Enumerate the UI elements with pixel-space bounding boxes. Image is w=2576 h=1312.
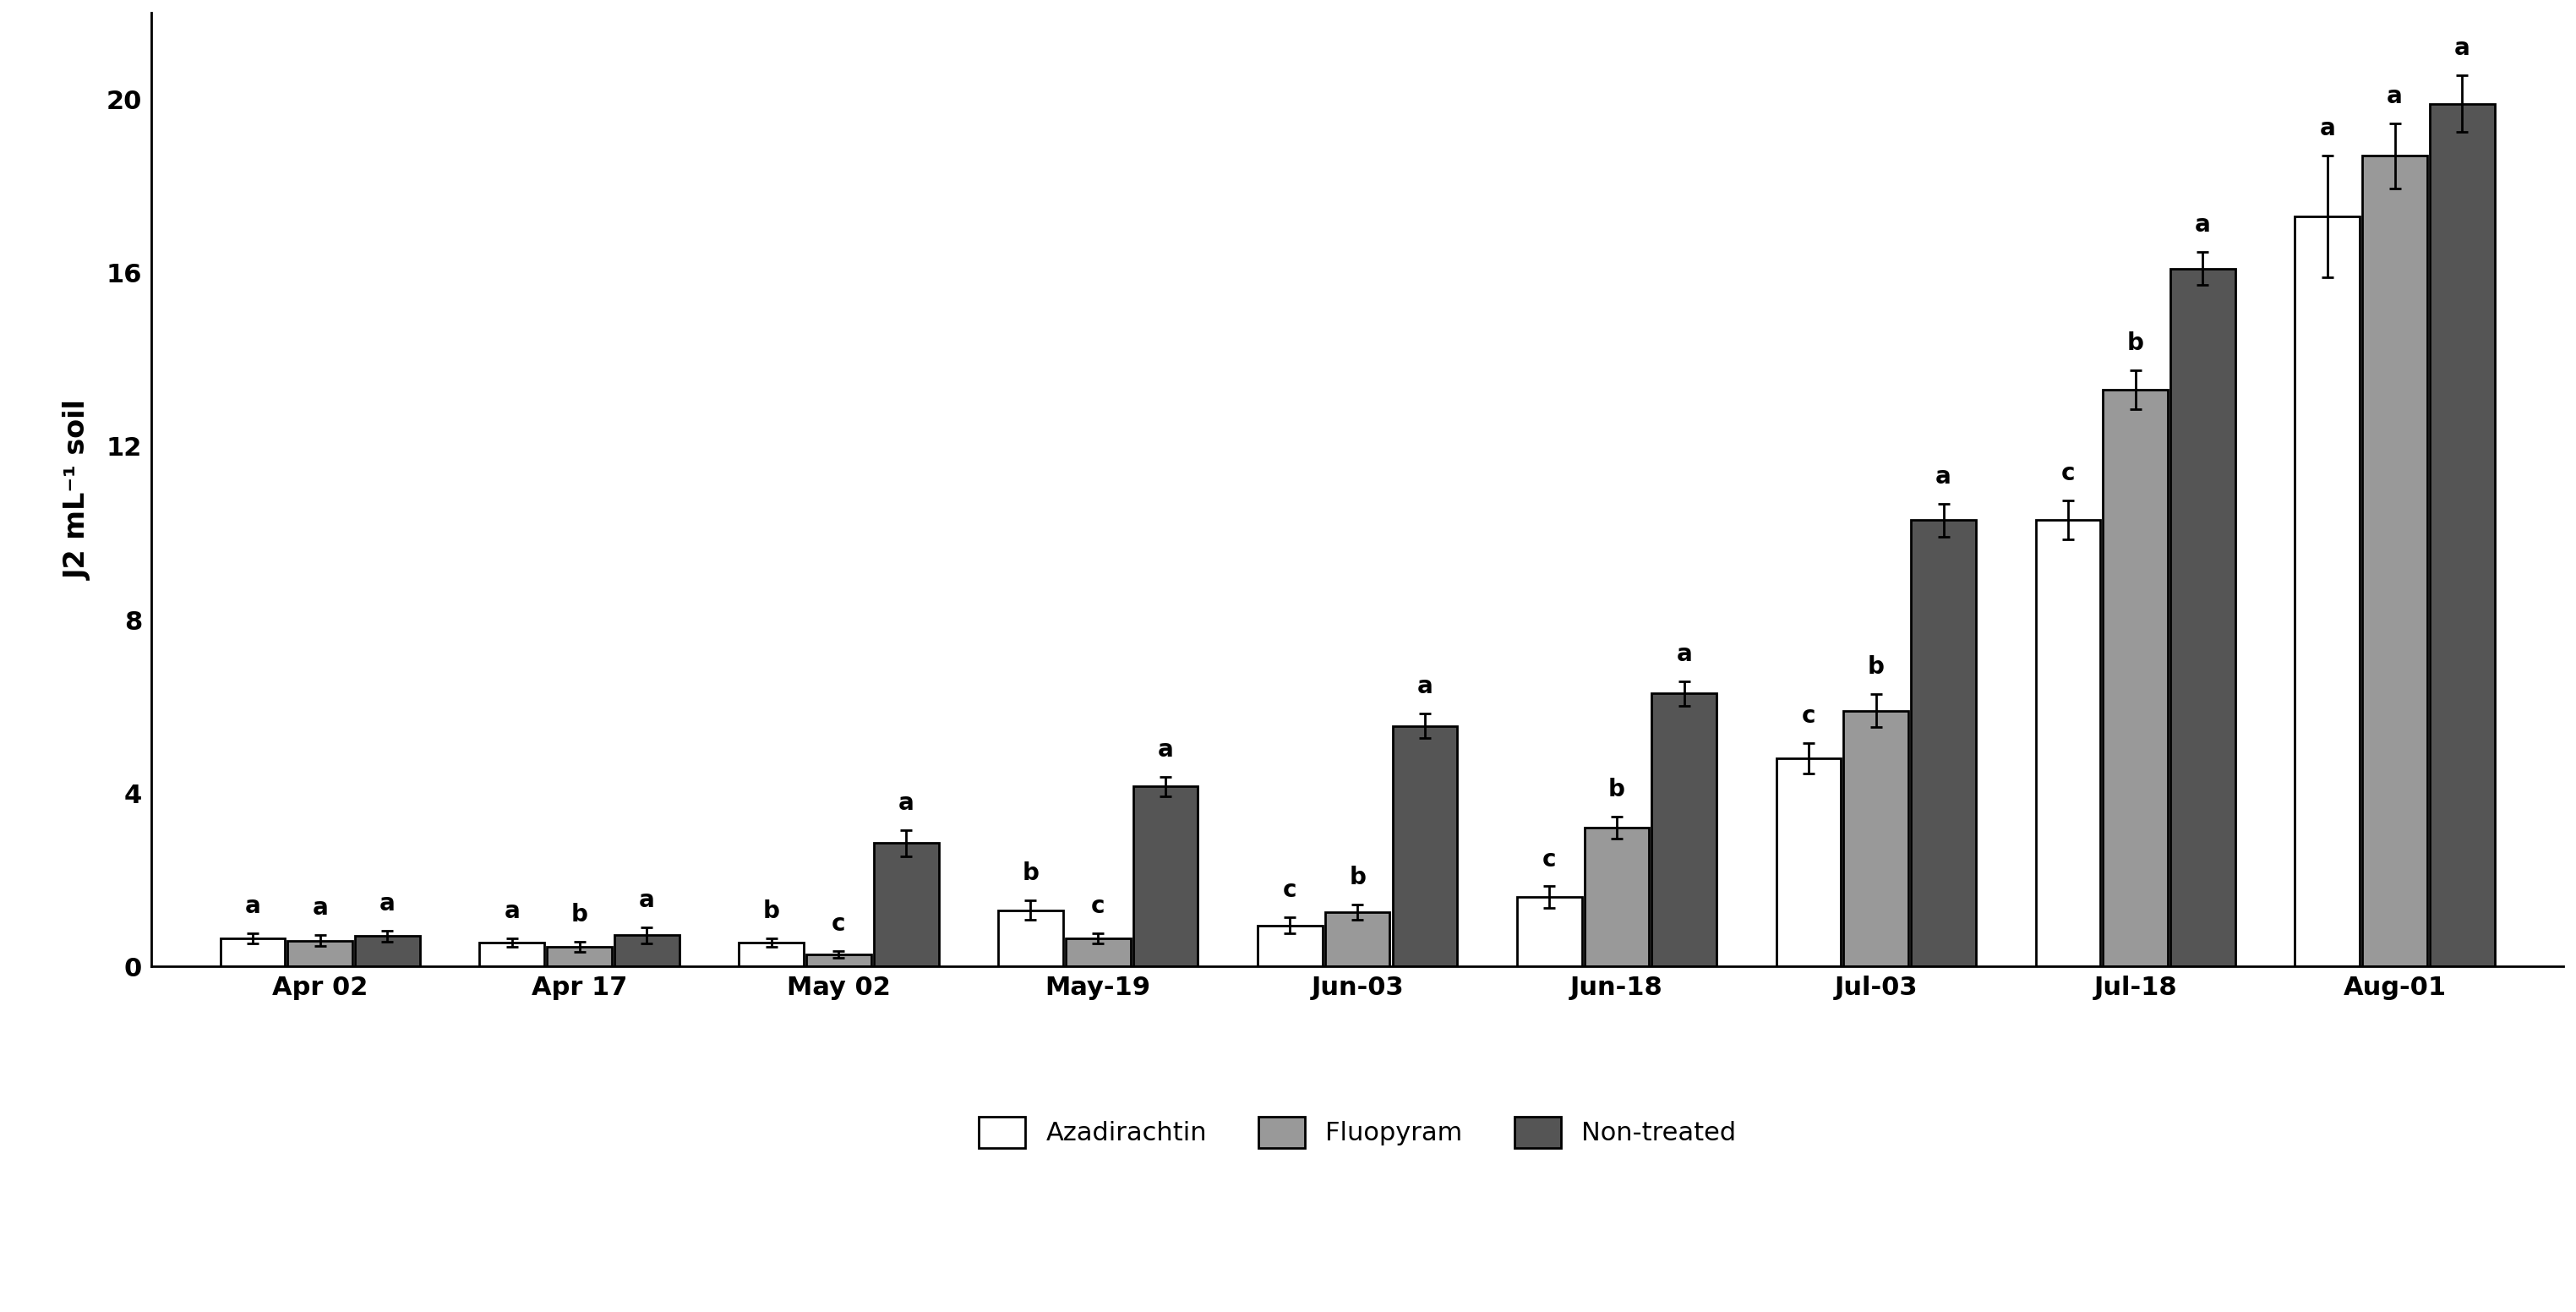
Bar: [219, 938, 286, 967]
Bar: [1394, 726, 1458, 967]
Bar: [1584, 828, 1649, 967]
Bar: [1911, 520, 1976, 967]
Text: a: a: [2195, 213, 2210, 237]
Y-axis label: J2 mL⁻¹ soil: J2 mL⁻¹ soil: [64, 400, 93, 580]
Bar: [2172, 269, 2236, 967]
Bar: [999, 911, 1064, 967]
Bar: [1324, 912, 1391, 967]
Bar: [2295, 216, 2360, 967]
Bar: [355, 937, 420, 967]
Text: b: b: [1023, 862, 1038, 886]
Text: c: c: [1092, 895, 1105, 918]
Text: b: b: [1868, 656, 1886, 680]
Bar: [2035, 520, 2099, 967]
Text: a: a: [1157, 739, 1175, 762]
Text: c: c: [1543, 848, 1556, 871]
Text: b: b: [572, 903, 587, 926]
Bar: [1651, 693, 1716, 967]
Text: a: a: [1677, 643, 1692, 666]
Bar: [2362, 156, 2427, 967]
Text: a: a: [2318, 117, 2336, 140]
Text: a: a: [1935, 464, 1953, 488]
Bar: [806, 954, 871, 967]
Text: c: c: [1801, 705, 1816, 728]
Bar: [873, 844, 938, 967]
Text: a: a: [245, 895, 260, 918]
Text: a: a: [312, 896, 327, 920]
Text: b: b: [1350, 866, 1365, 890]
Text: a: a: [899, 791, 914, 815]
Bar: [1517, 897, 1582, 967]
Text: a: a: [2455, 37, 2470, 60]
Bar: [739, 943, 804, 967]
Text: a: a: [639, 888, 654, 912]
Text: b: b: [2128, 332, 2143, 356]
Bar: [2102, 390, 2169, 967]
Text: b: b: [1607, 778, 1625, 802]
Bar: [1777, 758, 1842, 967]
Bar: [479, 943, 544, 967]
Text: a: a: [379, 892, 394, 916]
Text: a: a: [2388, 84, 2403, 108]
Text: c: c: [832, 912, 845, 935]
Bar: [1257, 925, 1321, 967]
Bar: [2429, 104, 2494, 967]
Text: a: a: [1417, 674, 1432, 698]
Bar: [1844, 711, 1909, 967]
Bar: [1066, 938, 1131, 967]
Bar: [616, 935, 680, 967]
Bar: [1133, 787, 1198, 967]
Text: c: c: [2061, 462, 2074, 485]
Text: a: a: [505, 900, 520, 924]
Text: b: b: [762, 900, 781, 924]
Legend: Azadirachtin, Fluopyram, Non-treated: Azadirachtin, Fluopyram, Non-treated: [966, 1103, 1749, 1161]
Bar: [289, 941, 353, 967]
Bar: [546, 947, 613, 967]
Text: c: c: [1283, 879, 1296, 903]
